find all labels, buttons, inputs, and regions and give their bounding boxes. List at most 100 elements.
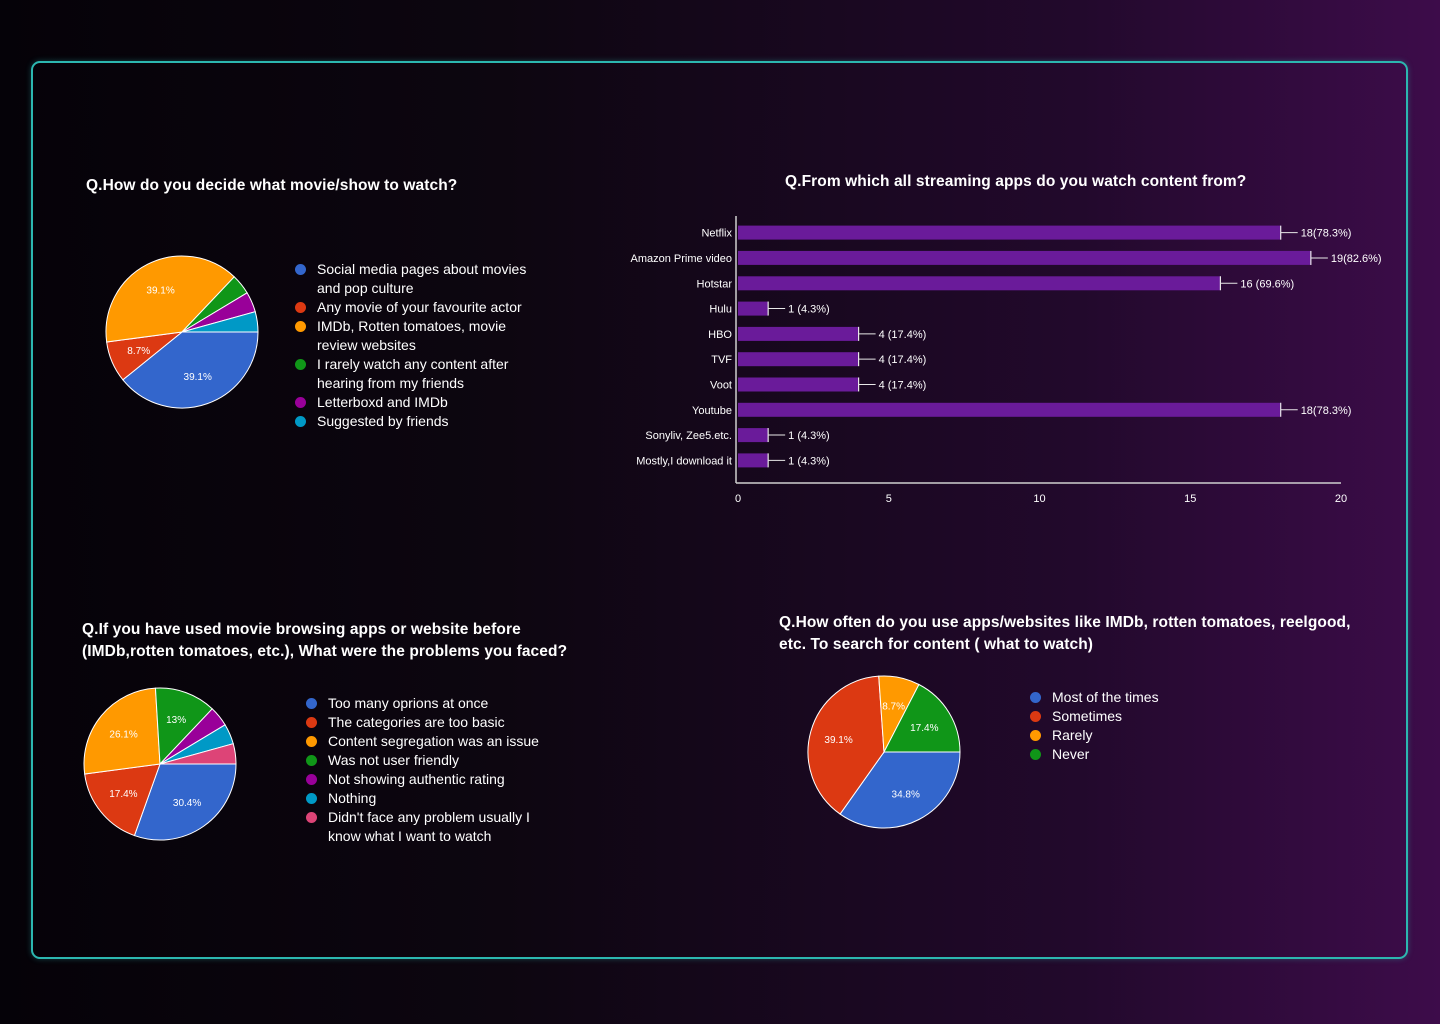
apps-category-label: Amazon Prime video (631, 253, 733, 265)
problems-legend-label: The categories are too basic (328, 714, 505, 730)
apps-bar-voot (738, 377, 859, 392)
decide-legend-item: IMDb, Rotten tomatoes, movie review webs… (295, 317, 545, 355)
problems-slice-label: 26.1% (109, 730, 137, 741)
problems-legend-item: Was not user friendly (306, 751, 546, 770)
problems-legend-item: Too many oprions at once (306, 694, 546, 713)
apps-bar-hulu (738, 301, 769, 316)
decide-legend-label: Suggested by friends (317, 413, 449, 429)
frequency-legend-swatch (1030, 711, 1041, 722)
apps-data-label: 4 (17.4%) (879, 354, 927, 366)
frequency-pie-chart: 34.8% 39.1% 8.7% 17.4% (807, 675, 961, 829)
frequency-slice-label: 39.1% (824, 735, 852, 746)
frequency-legend-swatch (1030, 730, 1041, 741)
decide-legend-item: I rarely watch any content after hearing… (295, 355, 545, 393)
decide-legend-item: Letterboxd and IMDb (295, 393, 545, 412)
apps-x-tick-label: 0 (735, 493, 741, 505)
apps-bar-hbo (738, 326, 859, 341)
problems-slice-label: 17.4% (109, 789, 137, 800)
decide-legend-item: Any movie of your favourite actor (295, 298, 545, 317)
problems-legend-item: Didn't face any problem usually I know w… (306, 808, 546, 846)
decide-slice-social-media-pages-about-movies-and-pop-culture (122, 331, 259, 409)
problems-question-title: Q.If you have used movie browsing apps o… (82, 621, 568, 660)
frequency-slice-sometimes (807, 675, 885, 815)
decide-slice-label: 39.1% (146, 286, 174, 297)
problems-legend-label: Didn't face any problem usually I know w… (328, 809, 530, 844)
decide-legend-item: Suggested by friends (295, 412, 545, 431)
apps-x-tick-label: 5 (886, 493, 892, 505)
apps-data-label: 1 (4.3%) (788, 455, 830, 467)
decide-legend-swatch (295, 321, 306, 332)
dashboard-frame (31, 61, 1408, 959)
problems-legend-swatch (306, 698, 317, 709)
decide-slice-imdb-rotten-tomatoes-movie-review-websites (105, 255, 235, 343)
decide-legend-swatch (295, 264, 306, 275)
apps-category-label: Hotstar (697, 278, 733, 290)
decide-legend-swatch (295, 302, 306, 313)
problems-legend-label: Nothing (328, 790, 377, 806)
decide-legend-item: Social media pages about movies and pop … (295, 260, 545, 298)
decide-legend-swatch (295, 416, 306, 427)
decide-legend-label: Any movie of your favourite actor (317, 299, 522, 315)
apps-bar-youtube (738, 402, 1281, 417)
apps-category-label: Mostly,I download it (636, 455, 732, 467)
apps-bar-hotstar (738, 276, 1221, 291)
decide-legend-swatch (295, 359, 306, 370)
frequency-legend-label: Never (1052, 746, 1090, 762)
apps-category-label: Sonyliv, Zee5.etc. (645, 430, 732, 442)
problems-legend-swatch (306, 812, 317, 823)
problems-pie-chart: 30.4% 17.4% 26.1% 13% (83, 687, 237, 841)
frequency-legend-item: Never (1030, 745, 1230, 764)
problems-legend-label: Too many oprions at once (328, 695, 489, 711)
apps-question-title: Q.From which all streaming apps do you w… (785, 173, 1247, 190)
problems-slice-label: 13% (166, 715, 186, 726)
apps-data-label: 4 (17.4%) (879, 329, 927, 341)
problems-slice-was-not-user-friendly (154, 687, 213, 766)
apps-data-label: 18(78.3%) (1301, 228, 1352, 240)
decide-slice-suggested-by-friends (181, 311, 259, 333)
decide-pie-chart: 39.1% 8.7% 39.1% (105, 255, 259, 409)
decide-legend-label: Social media pages about movies and pop … (317, 261, 527, 296)
problems-legend-item: Nothing (306, 789, 546, 808)
frequency-legend: Most of the times Sometimes Rarely Never (1030, 688, 1230, 764)
apps-bar-sonyliv-zee5-etc (738, 428, 769, 443)
apps-data-label: 18(78.3%) (1301, 405, 1352, 417)
problems-legend-swatch (306, 774, 317, 785)
apps-data-label: 19(82.6%) (1331, 253, 1382, 265)
apps-category-label: Youtube (692, 405, 732, 417)
apps-bar-tvf (738, 352, 859, 367)
frequency-legend-label: Rarely (1052, 727, 1093, 743)
apps-data-label: 4 (17.4%) (879, 379, 927, 391)
problems-legend-label: Content segregation was an issue (328, 733, 539, 749)
apps-data-label: 1 (4.3%) (788, 304, 830, 316)
problems-legend-swatch (306, 736, 317, 747)
apps-x-tick-label: 10 (1033, 493, 1045, 505)
problems-legend-item: The categories are too basic (306, 713, 546, 732)
apps-category-label: Hulu (709, 304, 732, 316)
apps-bar-amazon-prime-video (738, 250, 1311, 265)
problems-slice-the-categories-are-too-basic (84, 763, 161, 837)
apps-data-label: 1 (4.3%) (788, 430, 830, 442)
problems-legend-swatch (306, 717, 317, 728)
frequency-slice-never (883, 683, 961, 753)
apps-x-tick-label: 15 (1184, 493, 1196, 505)
frequency-legend-item: Sometimes (1030, 707, 1230, 726)
apps-category-label: HBO (708, 329, 732, 341)
problems-legend-item: Not showing authentic rating (306, 770, 546, 789)
frequency-question-title: Q.How often do you use apps/websites lik… (779, 614, 1351, 653)
problems-legend-swatch (306, 755, 317, 766)
frequency-legend-swatch (1030, 749, 1041, 760)
problems-slice-didn-t-face-any-problem-usually-i-know-what-i-want-to-watch (159, 743, 237, 765)
problems-slice-label: 30.4% (173, 798, 201, 809)
frequency-legend-swatch (1030, 692, 1041, 703)
decide-question-title: Q.How do you decide what movie/show to w… (86, 177, 458, 194)
apps-category-label: Netflix (701, 228, 732, 240)
problems-slice-content-segregation-was-an-issue (83, 687, 161, 775)
apps-bar-netflix (738, 225, 1281, 240)
decide-legend-label: I rarely watch any content after hearing… (317, 356, 509, 391)
decide-legend-label: IMDb, Rotten tomatoes, movie review webs… (317, 318, 507, 353)
problems-legend-swatch (306, 793, 317, 804)
apps-bar-mostly-i-download-it (738, 453, 769, 468)
decide-legend: Social media pages about movies and pop … (295, 260, 545, 431)
apps-data-label: 16 (69.6%) (1240, 278, 1294, 290)
frequency-legend-item: Rarely (1030, 726, 1230, 745)
